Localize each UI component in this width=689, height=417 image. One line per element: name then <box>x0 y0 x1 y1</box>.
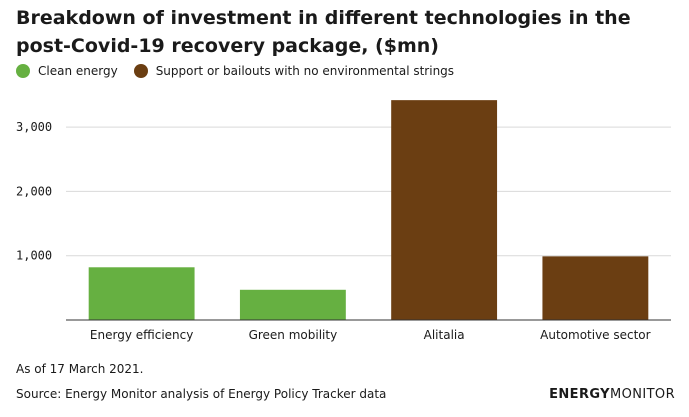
chart-title: Breakdown of investment in different tec… <box>16 7 631 57</box>
bar-chart: 1,000 2,000 3,000 Energy efficiency Green m… <box>16 100 671 342</box>
brand-word-monitor: MONITOR <box>609 387 675 402</box>
legend-item-no-strings: Support or bailouts with no environmenta… <box>133 64 455 78</box>
legend-label-no-strings: Support or bailouts with no environmenta… <box>155 64 455 78</box>
y-tick-label: 3,000 <box>16 120 52 134</box>
x-tick-label: Energy efficiency <box>90 328 193 342</box>
bar-green-mobility <box>239 289 346 320</box>
legend-swatch-clean-energy <box>16 64 30 78</box>
legend-item-clean-energy: Clean energy <box>16 64 118 78</box>
brand-logo: ENERGYMONITOR <box>549 387 675 402</box>
y-tick-label: 1,000 <box>16 249 52 263</box>
y-tick-labels: 1,000 2,000 3,000 <box>16 120 52 263</box>
x-tick-labels: Energy efficiency Green mobility Alitalia A… <box>90 328 651 342</box>
legend-swatch-no-strings <box>133 64 148 78</box>
legend-label-clean-energy: Clean energy <box>38 64 118 78</box>
bar-alitalia <box>391 100 498 321</box>
legend: Clean energy Support or bailouts with no… <box>16 64 470 78</box>
x-tick-label: Green mobility <box>249 328 338 342</box>
bar-energy-efficiency <box>88 267 195 320</box>
bars <box>88 100 649 321</box>
source-note: Source: Energy Monitor analysis of Energ… <box>16 387 387 401</box>
x-tick-label: Alitalia <box>424 328 465 342</box>
grid-lines <box>66 126 671 257</box>
as-of-note: As of 17 March 2021. <box>16 362 144 376</box>
x-tick-label: Automotive sector <box>540 328 651 342</box>
y-tick-label: 2,000 <box>16 184 52 198</box>
bar-automotive-sector <box>542 256 649 320</box>
brand-word-energy: ENERGY <box>549 387 610 402</box>
